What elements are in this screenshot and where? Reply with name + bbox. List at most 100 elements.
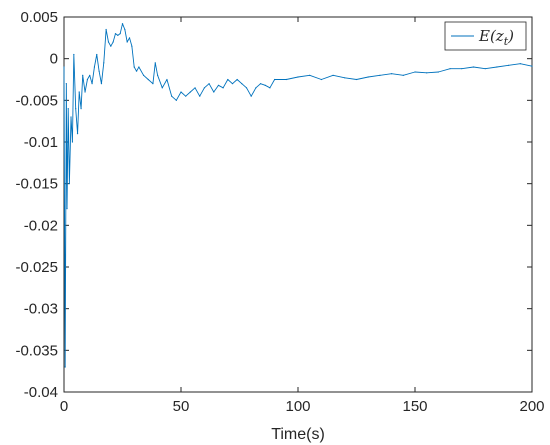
data-point <box>93 66 96 68</box>
data-point <box>135 70 138 72</box>
data-point <box>203 87 205 89</box>
y-tick-label: -0.02 <box>24 217 58 234</box>
data-point <box>98 70 100 72</box>
data-point <box>152 83 154 85</box>
data-point <box>71 141 74 143</box>
x-tick-label: 150 <box>402 398 427 415</box>
data-point <box>194 87 196 89</box>
data-point <box>166 78 168 81</box>
data-point <box>110 45 112 47</box>
data-point <box>437 71 439 73</box>
data-point <box>344 77 346 79</box>
data-point <box>86 78 88 81</box>
data-point <box>82 74 84 76</box>
data-point <box>185 95 187 97</box>
data-point <box>96 53 98 56</box>
y-tick-label: -0.035 <box>15 342 58 359</box>
data-point <box>227 78 229 81</box>
data-point <box>231 83 234 85</box>
data-point <box>222 87 224 89</box>
data-point <box>114 33 117 35</box>
data-point <box>274 78 276 81</box>
y-tick-label: 0.005 <box>20 9 58 26</box>
data-point <box>63 66 65 68</box>
series-line <box>63 23 533 368</box>
data-point <box>105 28 107 31</box>
data-point <box>402 74 404 76</box>
data-point <box>297 76 299 78</box>
data-point <box>80 108 82 110</box>
data-point <box>391 73 393 75</box>
data-point <box>320 78 322 81</box>
legend-close: ) <box>507 27 514 45</box>
legend-entry-label: E(zt) <box>478 27 514 48</box>
data-point <box>309 74 311 76</box>
data-point <box>103 62 105 64</box>
data-point <box>70 116 72 118</box>
data-point <box>126 41 128 43</box>
data-point <box>264 84 266 86</box>
data-point <box>379 74 381 76</box>
data-point <box>138 66 140 68</box>
data-point <box>175 99 177 101</box>
data-point <box>84 91 86 93</box>
x-tick-label: 100 <box>285 398 310 415</box>
y-tick-label: -0.04 <box>24 384 58 401</box>
data-point <box>171 95 173 97</box>
data-point <box>78 91 80 93</box>
data-point <box>117 34 119 36</box>
legend-base: E(z <box>478 27 504 45</box>
data-point <box>255 87 257 89</box>
data-point <box>259 83 262 85</box>
data-point <box>250 95 252 97</box>
x-tick-label: 50 <box>173 398 190 415</box>
y-tick-label: 0 <box>50 51 58 68</box>
data-point <box>76 133 79 135</box>
data-point <box>73 53 75 56</box>
data-point <box>75 108 77 110</box>
y-tick-label: -0.005 <box>15 92 58 109</box>
data-point <box>189 91 191 93</box>
data-point <box>449 68 451 70</box>
data-point <box>68 183 70 185</box>
data-point <box>67 108 69 110</box>
data-point <box>154 62 156 64</box>
data-point <box>217 84 220 86</box>
y-tick-label: -0.025 <box>15 259 58 276</box>
data-point <box>142 74 145 76</box>
y-tick-label: -0.01 <box>24 134 58 151</box>
data-point <box>89 74 91 76</box>
x-tick-label: 200 <box>519 398 544 415</box>
data-point <box>269 87 271 89</box>
data-point <box>180 91 182 93</box>
y-tick-label: -0.015 <box>15 176 58 193</box>
data-points <box>63 23 533 368</box>
tick-label-group: 0 50 100 150 200 -0.04 -0.035 -0.03 -0.025 -0.02 -… <box>15 9 544 415</box>
data-point <box>91 83 93 85</box>
legend: E(zt) <box>444 21 527 51</box>
data-point <box>66 208 68 210</box>
data-point <box>414 71 416 73</box>
data-point <box>519 63 521 65</box>
data-point <box>236 78 238 81</box>
data-point <box>161 87 163 89</box>
data-point <box>124 28 126 31</box>
data-point <box>213 91 215 93</box>
data-point <box>285 78 287 81</box>
legend-subscript: t <box>504 35 509 48</box>
data-point <box>100 83 103 85</box>
x-tick-label: 0 <box>60 398 68 415</box>
data-point <box>128 37 131 39</box>
data-point <box>332 74 334 76</box>
data-point <box>472 66 475 68</box>
data-point <box>367 76 369 78</box>
data-point <box>112 41 114 43</box>
data-point <box>64 366 66 368</box>
y-tick-label: -0.03 <box>24 301 58 318</box>
data-point <box>157 74 159 76</box>
data-point <box>426 72 428 74</box>
data-point <box>147 78 149 81</box>
data-point <box>65 83 67 85</box>
data-point <box>133 66 135 68</box>
